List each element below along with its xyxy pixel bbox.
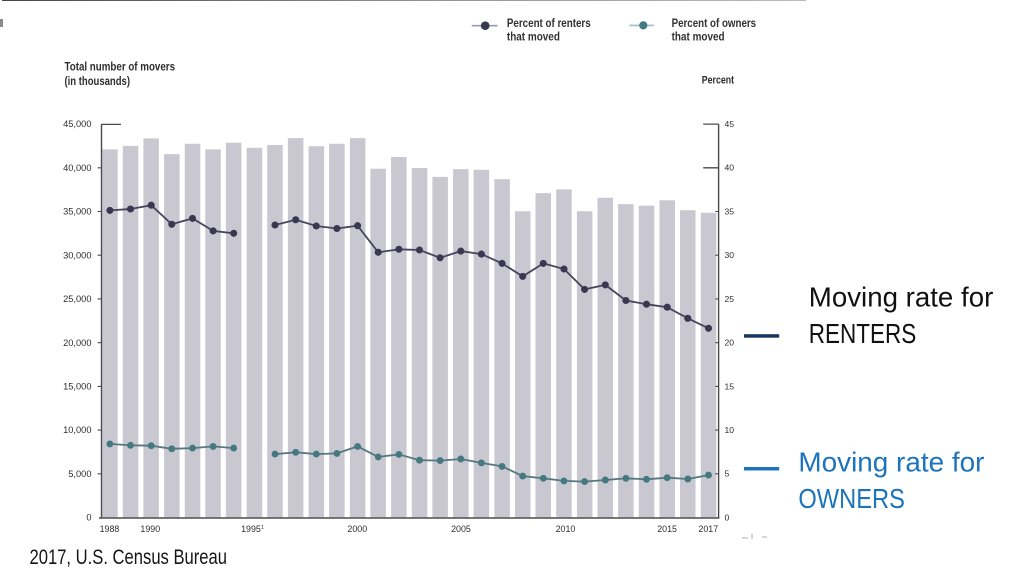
svg-text:5: 5 — [725, 469, 730, 479]
svg-text:2000: 2000 — [347, 524, 367, 534]
svg-text:1990: 1990 — [140, 524, 160, 534]
svg-text:20,000: 20,000 — [63, 338, 91, 348]
svg-text:that moved: that moved — [672, 30, 725, 44]
svg-text:0: 0 — [725, 512, 730, 522]
svg-text:RENTERS: RENTERS — [809, 318, 917, 349]
svg-text:15,000: 15,000 — [63, 382, 91, 392]
svg-text:OWNERS: OWNERS — [798, 483, 905, 514]
svg-text:Percent: Percent — [702, 74, 735, 86]
svg-text:5,000: 5,000 — [68, 469, 91, 479]
svg-text:2005: 2005 — [451, 524, 471, 534]
svg-text:40,000: 40,000 — [63, 163, 91, 173]
svg-text:35,000: 35,000 — [63, 207, 91, 217]
svg-text:30: 30 — [725, 250, 735, 260]
svg-text:30,000: 30,000 — [63, 250, 91, 260]
svg-text:Moving rate for: Moving rate for — [809, 282, 994, 313]
svg-text:that moved: that moved — [507, 30, 560, 44]
svg-text:2015: 2015 — [657, 524, 677, 534]
svg-text:35: 35 — [725, 206, 735, 216]
svg-text:2017, U.S. Census Bureau: 2017, U.S. Census Bureau — [30, 545, 228, 569]
svg-text:1988: 1988 — [100, 524, 120, 534]
svg-text:45: 45 — [725, 119, 735, 129]
svg-text:2017: 2017 — [698, 524, 718, 534]
svg-text:0: 0 — [86, 513, 91, 523]
svg-text:19951: 19951 — [241, 524, 264, 534]
svg-text:Percent of renters: Percent of renters — [507, 16, 591, 30]
svg-text:Percent of owners: Percent of owners — [672, 16, 757, 30]
svg-text:10: 10 — [725, 425, 735, 435]
svg-text:20: 20 — [725, 338, 735, 348]
svg-text:45,000: 45,000 — [63, 119, 91, 129]
svg-text:(in thousands): (in thousands) — [65, 75, 131, 88]
svg-text:Moving rate for: Moving rate for — [798, 447, 984, 478]
svg-text:10,000: 10,000 — [63, 425, 91, 435]
svg-text:Total number of movers: Total number of movers — [65, 60, 176, 73]
svg-text:2010: 2010 — [556, 524, 576, 534]
svg-text:25: 25 — [725, 294, 735, 304]
svg-text:40: 40 — [725, 163, 735, 173]
svg-text:25,000: 25,000 — [63, 294, 91, 304]
svg-text:15: 15 — [725, 381, 735, 391]
